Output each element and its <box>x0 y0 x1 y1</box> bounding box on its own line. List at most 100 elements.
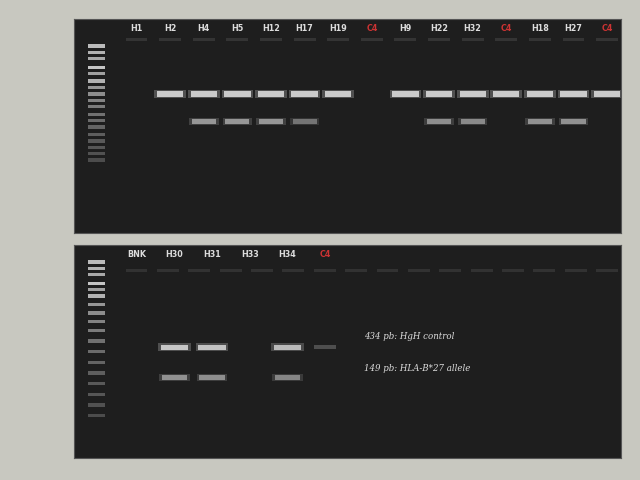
Bar <box>88 133 105 136</box>
Bar <box>198 345 226 350</box>
Bar <box>439 269 461 272</box>
Bar <box>225 120 250 124</box>
Bar <box>88 112 105 116</box>
Bar <box>196 344 228 351</box>
Bar <box>272 374 303 381</box>
Text: H34: H34 <box>278 250 296 259</box>
Bar <box>251 269 273 272</box>
Text: H33: H33 <box>241 250 259 259</box>
Bar <box>88 139 105 143</box>
Bar <box>191 91 217 97</box>
Bar <box>258 91 284 97</box>
Bar <box>256 118 285 125</box>
Bar <box>314 345 336 349</box>
Bar <box>528 120 552 124</box>
Bar <box>88 99 105 102</box>
Bar <box>294 38 316 41</box>
Bar <box>260 38 282 41</box>
Bar <box>490 90 522 98</box>
Bar <box>408 269 430 272</box>
Bar <box>88 44 105 48</box>
Bar <box>524 90 556 98</box>
Bar <box>88 158 105 162</box>
Bar <box>88 303 105 306</box>
Bar <box>596 38 618 41</box>
Bar <box>158 344 191 351</box>
Bar <box>220 269 241 272</box>
Bar <box>291 91 317 97</box>
Text: C4: C4 <box>602 24 613 33</box>
Text: H4: H4 <box>198 24 210 33</box>
Bar <box>159 38 181 41</box>
Bar <box>88 393 105 396</box>
Bar <box>88 50 105 54</box>
Text: C4: C4 <box>500 24 512 33</box>
Bar <box>361 38 383 41</box>
Bar <box>88 312 105 315</box>
Bar <box>224 91 250 97</box>
Bar <box>427 120 451 124</box>
Bar <box>88 119 105 122</box>
Bar <box>157 269 179 272</box>
Text: H19: H19 <box>330 24 347 33</box>
Bar <box>282 269 305 272</box>
Bar <box>161 345 188 350</box>
Bar <box>157 91 183 97</box>
Bar <box>563 38 584 41</box>
Text: H30: H30 <box>165 250 183 259</box>
Bar <box>457 90 488 98</box>
Bar <box>88 125 105 129</box>
Bar <box>88 414 105 418</box>
Bar <box>255 90 287 98</box>
Bar <box>88 260 105 264</box>
Bar <box>392 91 419 97</box>
Bar <box>561 91 587 97</box>
Bar <box>88 105 105 108</box>
Bar <box>461 38 484 41</box>
Text: H1: H1 <box>131 24 143 33</box>
Bar <box>154 90 186 98</box>
Bar <box>428 38 450 41</box>
Bar <box>596 269 618 272</box>
Bar <box>88 79 105 83</box>
Text: H17: H17 <box>296 24 314 33</box>
Text: H5: H5 <box>231 24 243 33</box>
Text: 149 pb: HLA-B*27 allele: 149 pb: HLA-B*27 allele <box>364 364 470 373</box>
Bar <box>192 120 216 124</box>
Bar <box>188 90 220 98</box>
Bar <box>424 118 454 125</box>
Bar <box>88 152 105 156</box>
Bar <box>423 90 455 98</box>
Bar <box>314 269 336 272</box>
Bar <box>193 38 214 41</box>
Bar <box>290 118 319 125</box>
Bar <box>591 90 623 98</box>
Bar <box>88 282 105 285</box>
Bar <box>88 403 105 407</box>
Bar <box>88 86 105 89</box>
Bar <box>88 273 105 276</box>
Text: C4: C4 <box>319 250 331 259</box>
Text: H12: H12 <box>262 24 280 33</box>
Bar <box>565 269 587 272</box>
Bar <box>529 38 551 41</box>
Bar <box>533 269 556 272</box>
Bar <box>461 120 484 124</box>
Bar <box>390 90 421 98</box>
Bar <box>88 320 105 324</box>
Bar <box>561 120 586 124</box>
Bar <box>323 90 354 98</box>
Bar <box>594 91 620 97</box>
Text: H2: H2 <box>164 24 177 33</box>
Bar <box>88 266 105 270</box>
Bar <box>559 118 588 125</box>
Text: H18: H18 <box>531 24 549 33</box>
Bar <box>502 269 524 272</box>
Bar <box>458 118 488 125</box>
Bar <box>325 91 351 97</box>
Bar <box>275 375 300 380</box>
Bar <box>88 145 105 149</box>
Bar <box>223 118 252 125</box>
Bar <box>200 375 225 380</box>
Bar <box>227 38 248 41</box>
